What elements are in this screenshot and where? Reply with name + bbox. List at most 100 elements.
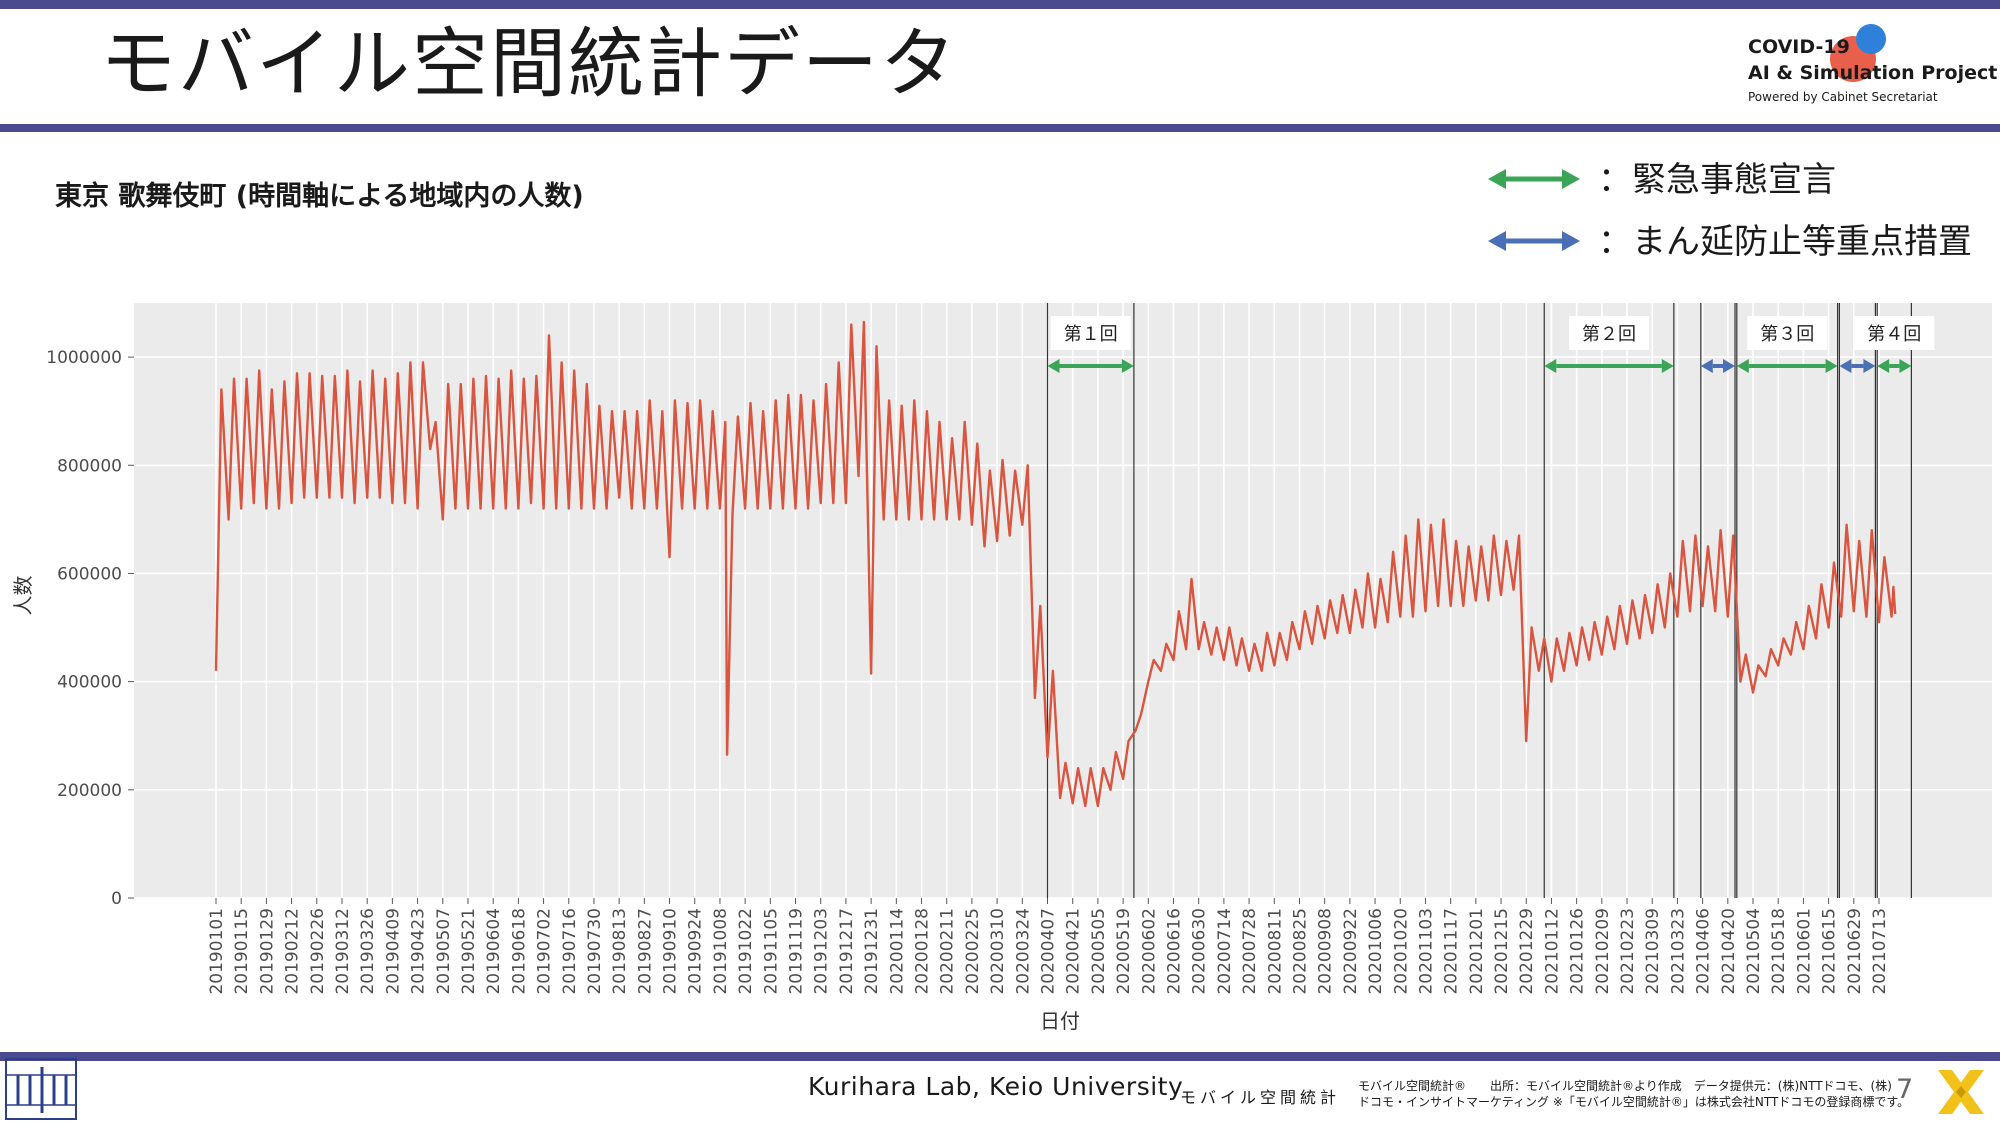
period-label-box: [1569, 316, 1650, 350]
legend-emergency: ：緊急事態宣言: [1488, 160, 1993, 200]
x-tick-label: 20190730: [585, 908, 605, 995]
x-tick-label: 20201103: [1416, 908, 1436, 995]
x-tick-label: 20191008: [711, 908, 731, 995]
x-tick-label: 20191231: [862, 908, 882, 995]
x-tick-label: 20200825: [1290, 908, 1310, 995]
y-tick-label: 800000: [57, 456, 122, 476]
x-tick-label: 20200908: [1316, 908, 1336, 995]
x-tick-label: 20190827: [635, 908, 655, 995]
x-tick-label: 20190521: [459, 908, 479, 995]
x-tick-label: 20190129: [257, 908, 277, 995]
x-tick-label: 20191119: [787, 908, 807, 995]
period-arrow-head-right: [1863, 359, 1876, 373]
x-tick-label: 20201229: [1517, 908, 1537, 995]
period-label: 第４回: [1867, 324, 1921, 345]
logo-line-3: Powered by Cabinet Secretariat: [1748, 90, 1938, 104]
period-arrow-head-right: [1899, 359, 1912, 373]
x-tick-label: 20201201: [1467, 908, 1487, 995]
page-number: 7: [1896, 1074, 1914, 1105]
y-tick-label: 200000: [57, 781, 122, 801]
x-tick-label: 20210126: [1568, 908, 1588, 995]
x-tick-label: 20190226: [308, 908, 328, 995]
footer-brand-name: モバイル空間統計: [1180, 1088, 1341, 1107]
green-double-arrow-icon: [1488, 169, 1580, 189]
x-tick-label: 20200310: [988, 908, 1008, 995]
x-tick-label: 20210518: [1769, 908, 1789, 995]
period-arrow-head-left: [1700, 359, 1713, 373]
footer-divider: [0, 1052, 2000, 1061]
x-tick-label: 20210420: [1719, 908, 1739, 995]
x-tick-label: 20200211: [938, 908, 958, 995]
x-tick-label: 20190115: [232, 908, 252, 995]
covid-ai-project-logo: COVID-19 AI & Simulation Project Powered…: [1748, 22, 1997, 122]
x-tick-label: 20190507: [434, 908, 454, 995]
x-tick-label: 20210601: [1794, 908, 1814, 995]
x-tick-label: 20190604: [484, 908, 504, 995]
x-tick-label: 20190326: [358, 908, 378, 995]
y-tick-label: 600000: [57, 564, 122, 584]
logo-line-1: COVID-19: [1748, 36, 1850, 58]
legend-priority-label: ：まん延防止等重点措置: [1598, 222, 1972, 262]
x-tick-label: 20210309: [1643, 908, 1663, 995]
x-tick-label: 20201117: [1442, 908, 1462, 995]
x-tick-label: 20210615: [1820, 908, 1840, 995]
legend-emergency-label: ：緊急事態宣言: [1598, 160, 1836, 200]
period-label: 第３回: [1760, 324, 1814, 345]
period-arrow-head-left: [1047, 359, 1060, 373]
x-tick-label: 20190409: [383, 908, 403, 995]
x-tick-label: 20210504: [1744, 908, 1764, 995]
x-tick-label: 20200519: [1114, 908, 1134, 995]
x-tick-label: 20201020: [1391, 908, 1411, 995]
period-label-box: [1747, 316, 1828, 350]
period-label-box: [1854, 316, 1935, 350]
x-tick-label: 20200421: [1064, 908, 1084, 995]
logo-line-2: AI & Simulation Project: [1748, 62, 1998, 84]
y-tick-label: 0: [111, 889, 122, 909]
plot-panel: [134, 303, 1992, 898]
x-axis-title: 日付: [1040, 1009, 1080, 1033]
x-tick-label: 20191022: [736, 908, 756, 995]
slide-title: モバイル空間統計データ: [100, 19, 958, 108]
top-border-band: [0, 0, 2000, 9]
x-tick-label: 20190312: [333, 908, 353, 995]
x-tick-label: 20200114: [887, 908, 907, 995]
x-tick-label: 20200922: [1341, 908, 1361, 995]
period-label: 第２回: [1582, 324, 1636, 345]
legend-priority: ：まん延防止等重点措置: [1488, 222, 1993, 262]
period-arrow-head-left: [1544, 359, 1557, 373]
period-arrow-head-left: [1736, 359, 1749, 373]
x-tick-label: 20200630: [1190, 908, 1210, 995]
x-tick-label: 20210112: [1542, 908, 1562, 995]
y-tick-label: 1000000: [46, 348, 122, 368]
x-tick-label: 20191203: [812, 908, 832, 995]
x-tick-label: 20210209: [1593, 908, 1613, 995]
footer-source-note-1: モバイル空間統計® 出所：モバイル空間統計®より作成 データ提供元：(株)NTT…: [1358, 1079, 1892, 1093]
x-tick-label: 20200128: [913, 908, 933, 995]
x-tick-label: 20190924: [686, 908, 706, 995]
x-mark-logo-icon: [1932, 1064, 1990, 1120]
logo-blue-circle: [1856, 24, 1886, 54]
x-tick-label: 20201215: [1492, 908, 1512, 995]
chart-subtitle: 東京 歌舞伎町 (時間軸による地域内の人数): [55, 181, 584, 212]
period-arrow-head-right: [1121, 359, 1134, 373]
x-tick-label: 20200728: [1240, 908, 1260, 995]
header-divider: [0, 124, 2000, 132]
x-tick-label: 20190813: [610, 908, 630, 995]
x-tick-label: 20191217: [837, 908, 857, 995]
x-tick-label: 20200616: [1164, 908, 1184, 995]
x-tick-label: 20190101: [207, 908, 227, 995]
period-arrow-head-left: [1877, 359, 1890, 373]
blue-double-arrow-icon: [1488, 231, 1580, 251]
period-arrow-head-left: [1839, 359, 1852, 373]
x-tick-label: 20210323: [1668, 908, 1688, 995]
period-label: 第１回: [1064, 324, 1118, 345]
x-tick-label: 20200225: [963, 908, 983, 995]
series-line: [214, 320, 1897, 808]
x-tick-label: 20210629: [1845, 908, 1865, 995]
x-tick-label: 20200505: [1089, 908, 1109, 995]
x-tick-label: 20190423: [409, 908, 429, 995]
x-tick-label: 20200811: [1265, 908, 1285, 995]
period-arrow-head-right: [1661, 359, 1674, 373]
x-tick-label: 20200407: [1039, 908, 1059, 995]
kabukicho-population-chart: 0 200000 400000 600000 800000 1000000 20190101…: [11, 303, 1992, 1033]
